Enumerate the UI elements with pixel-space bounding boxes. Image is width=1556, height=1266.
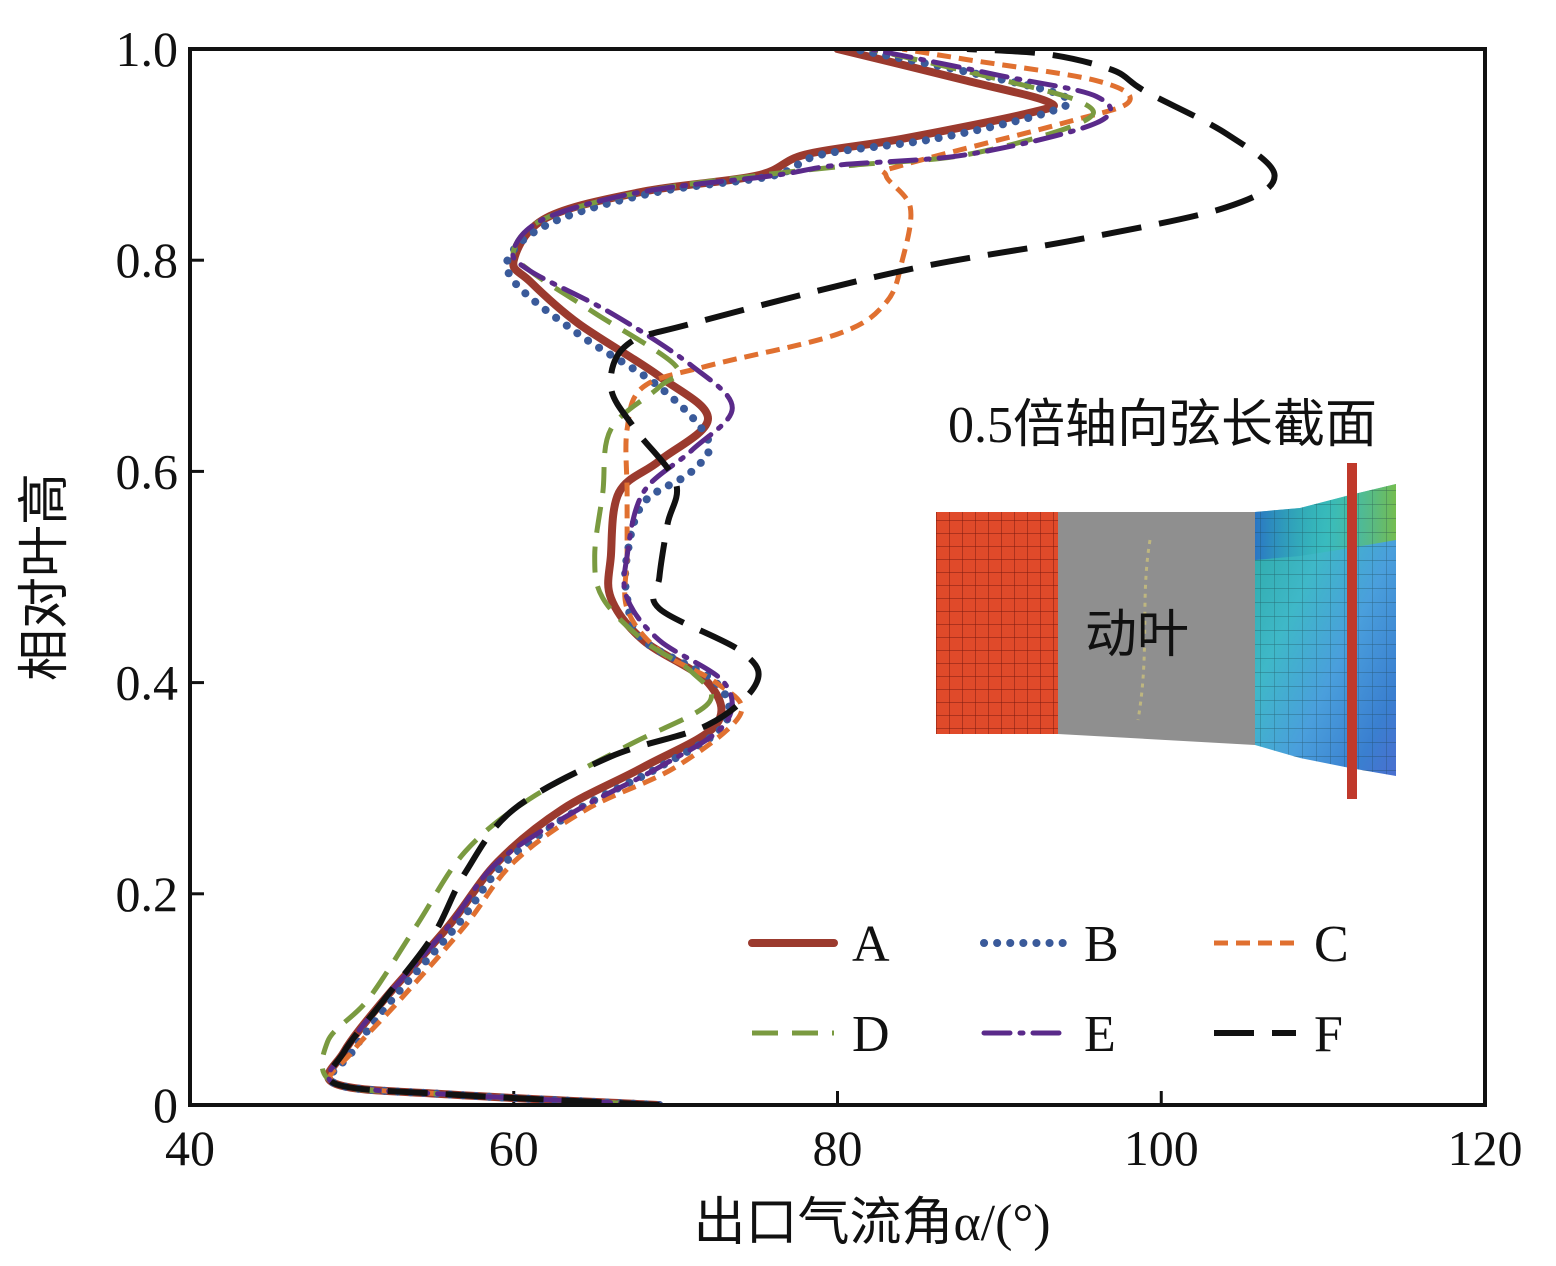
y-tick-label: 1.0 [116, 21, 179, 77]
inset-stator-grid [936, 512, 1058, 734]
legend: A B C D E F [748, 916, 1349, 1063]
inset-blade-label: 动叶 [1085, 607, 1189, 664]
x-tick-label: 120 [1448, 1120, 1523, 1176]
legend-label-f: F [1314, 1006, 1343, 1063]
x-tick-label: 100 [1124, 1120, 1199, 1176]
x-ticks: 40 60 80 100 120 [165, 1091, 1523, 1176]
plot-frame [188, 47, 1487, 1107]
series-group [319, 49, 1278, 1105]
legend-label-e: E [1084, 1006, 1116, 1063]
inset-section-line [1347, 463, 1357, 799]
x-tick-label: 40 [165, 1120, 215, 1176]
legend-label-b: B [1084, 916, 1119, 973]
y-tick-label: 0.6 [116, 443, 179, 499]
inset-blade-streak [1136, 539, 1152, 721]
inset-blade-section: 0.5倍轴向弦长截面 动叶 [936, 397, 1396, 799]
legend-label-c: C [1314, 916, 1349, 973]
legend-label-d: D [852, 1006, 890, 1063]
x-tick-label: 60 [489, 1120, 539, 1176]
y-axis-label: 相对叶高 [17, 473, 74, 681]
legend-label-a: A [852, 916, 890, 973]
inset-flow-grid [1255, 484, 1396, 776]
y-tick-label: 0 [153, 1077, 178, 1133]
series-line-b [326, 49, 1074, 1105]
x-tick-label: 80 [813, 1120, 863, 1176]
series-line-c [327, 49, 1133, 1105]
series-line-f [325, 49, 1278, 1105]
y-ticks: 0 0.2 0.4 0.6 0.8 1.0 [116, 21, 204, 1133]
y-tick-label: 0.2 [116, 866, 179, 922]
y-tick-label: 0.4 [116, 655, 179, 711]
y-tick-label: 0.8 [116, 232, 179, 288]
inset-title: 0.5倍轴向弦长截面 [948, 397, 1377, 454]
x-axis-label: 出口气流角α/(°) [693, 1195, 1050, 1252]
inset-blade [1058, 512, 1255, 745]
